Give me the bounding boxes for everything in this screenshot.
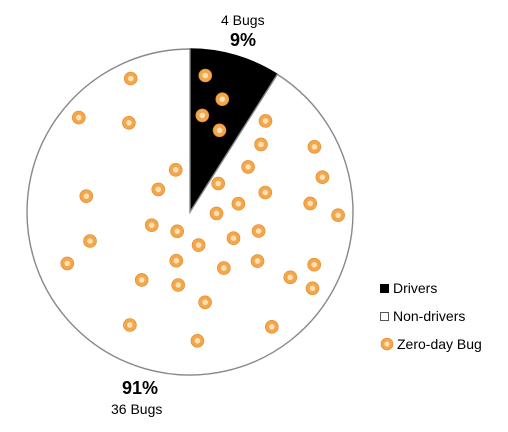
zero-day-bug-marker-drivers xyxy=(198,68,213,83)
zero-day-bug-marker-non-drivers xyxy=(122,116,136,130)
zero-day-bug-marker-non-drivers xyxy=(171,278,185,292)
zero-day-bug-marker-non-drivers xyxy=(250,254,265,268)
zero-day-bug-marker-non-drivers xyxy=(331,208,345,222)
zero-day-bug-marker-non-drivers xyxy=(123,318,137,332)
legend-item-non-drivers: Non-drivers xyxy=(380,304,482,328)
zero-day-bug-marker-non-drivers xyxy=(72,110,86,125)
non-drivers-percent-label: 91% xyxy=(122,378,159,398)
zero-day-bug-marker-non-drivers xyxy=(305,281,320,296)
zero-day-bug-marker-non-drivers xyxy=(258,185,273,200)
drivers-count-label: 4 Bugs xyxy=(221,12,265,28)
zero-day-bug-marker-non-drivers xyxy=(168,163,183,177)
zero-day-bug-marker-non-drivers xyxy=(264,319,279,334)
zero-day-bug-marker-non-drivers xyxy=(307,140,322,154)
legend-item-drivers: Drivers xyxy=(380,276,482,300)
legend-label-drivers: Drivers xyxy=(393,280,438,296)
zero-day-bug-marker-non-drivers xyxy=(315,170,330,184)
zero-day-bug-marker-non-drivers xyxy=(170,224,184,239)
zero-day-bug-marker-non-drivers xyxy=(144,218,159,232)
non-drivers-swatch-icon xyxy=(380,311,389,321)
zero-day-bug-marker-non-drivers xyxy=(151,182,166,197)
zero-day-bug-marker-non-drivers xyxy=(241,160,255,174)
zero-day-bug-marker-non-drivers xyxy=(226,231,241,245)
zero-day-bug-marker-non-drivers xyxy=(217,261,231,275)
zero-day-bug-marker-non-drivers xyxy=(198,295,212,310)
legend-label-zero-day-bug: Zero-day Bug xyxy=(397,336,482,352)
zero-day-bug-marker-non-drivers xyxy=(251,224,266,238)
pie-slice-drivers xyxy=(189,48,279,215)
zero-day-bug-marker-non-drivers xyxy=(258,114,273,128)
legend: Drivers Non-drivers Zero-day Bug xyxy=(380,276,482,360)
drivers-percent-label: 9% xyxy=(230,30,257,50)
zero-day-bug-marker-non-drivers xyxy=(60,256,75,271)
legend-label-non-drivers: Non-drivers xyxy=(393,308,466,324)
zero-day-bug-marker-non-drivers xyxy=(123,71,138,86)
legend-item-zero-day-bug: Zero-day Bug xyxy=(380,332,482,356)
zero-day-bug-marker-drivers xyxy=(195,108,210,123)
zero-day-bug-marker-non-drivers xyxy=(209,206,224,221)
zero-day-bug-marker-non-drivers xyxy=(254,137,268,152)
zero-day-bug-marker-non-drivers xyxy=(231,196,246,211)
drivers-swatch-icon xyxy=(380,283,389,293)
zero-day-bug-marker-non-drivers xyxy=(83,234,97,248)
zero-day-bug-marker-non-drivers xyxy=(190,333,205,348)
bug-marker-icon xyxy=(380,337,394,351)
zero-day-bug-marker-drivers xyxy=(215,92,230,106)
zero-day-bug-marker-non-drivers xyxy=(303,196,318,211)
zero-day-bug-marker-non-drivers xyxy=(307,257,322,272)
non-drivers-count-label: 36 Bugs xyxy=(111,401,163,417)
zero-day-bug-marker-non-drivers xyxy=(79,189,94,203)
pie-slice-non-drivers xyxy=(26,48,354,376)
zero-day-bug-marker-drivers xyxy=(212,123,227,138)
zero-day-bug-marker-non-drivers xyxy=(283,270,298,285)
zero-day-bug-marker-non-drivers xyxy=(134,273,149,287)
zero-day-bug-marker-non-drivers xyxy=(169,253,184,268)
zero-day-bug-marker-non-drivers xyxy=(191,238,206,252)
zero-day-bug-marker-non-drivers xyxy=(211,176,225,191)
